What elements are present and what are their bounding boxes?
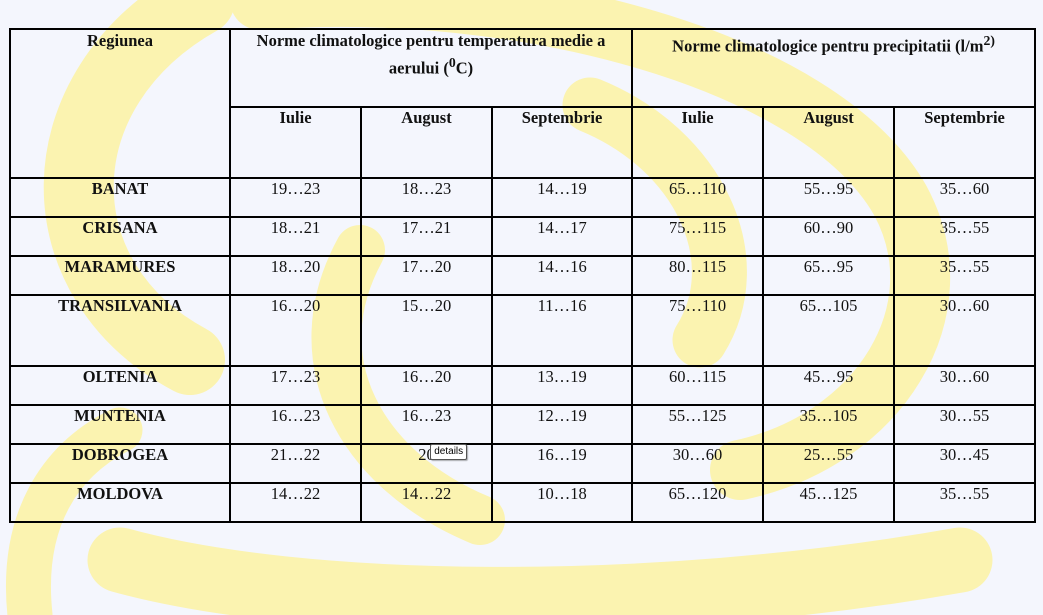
table-cell: 18…23 [360, 177, 493, 218]
table-cell: 25…55 [762, 443, 896, 484]
table-row: CRISANA 18…21 17…21 14…17 75…115 60…90 3… [9, 216, 1037, 257]
table-cell: 65…120 [631, 482, 765, 523]
table-cell: 19…23 [229, 177, 362, 218]
table-cell: 35…105 [762, 404, 896, 445]
table-header-row: Regiunea Norme climatologice pentru temp… [9, 28, 1037, 179]
climate-norms-table: Regiunea Norme climatologice pentru temp… [9, 28, 1037, 523]
region-name: MUNTENIA [9, 404, 231, 445]
table-cell: 75…110 [631, 294, 765, 367]
region-name: MOLDOVA [9, 482, 231, 523]
prec-superscript: 2) [983, 33, 995, 48]
table-row: BANAT 19…23 18…23 14…19 65…110 55…95 35…… [9, 177, 1037, 218]
table-cell: 65…95 [762, 255, 896, 296]
table-cell: 60…115 [631, 365, 765, 406]
table-cell: 11…16 [490, 294, 634, 367]
table-cell: 14…17 [490, 216, 634, 257]
table-cell: 16…19 [490, 443, 634, 484]
header-month: August [360, 106, 493, 179]
table-cell: 16…23 [229, 404, 362, 445]
table-cell: 14…22 [229, 482, 362, 523]
table-cell: 55…95 [762, 177, 896, 218]
table-cell: 65…110 [631, 177, 765, 218]
table-cell: 10…18 [490, 482, 634, 523]
details-tooltip[interactable]: details [430, 444, 468, 460]
table-cell: 30…45 [893, 443, 1037, 484]
region-name: DOBROGEA [9, 443, 231, 484]
table-cell: 75…115 [631, 216, 765, 257]
table-cell: 30…60 [893, 294, 1037, 367]
table-cell: 30…55 [893, 404, 1037, 445]
table-cell: 35…60 [893, 177, 1037, 218]
region-name: OLTENIA [9, 365, 231, 406]
table-cell: 17…20 [360, 255, 493, 296]
table-cell: 14…22 [360, 482, 493, 523]
table-cell: 13…19 [490, 365, 634, 406]
table-cell: 60…90 [762, 216, 896, 257]
header-month: Iulie [631, 106, 765, 179]
table-cell: 35…55 [893, 482, 1037, 523]
region-name: TRANSILVANIA [9, 294, 231, 367]
region-name: MARAMURES [9, 255, 231, 296]
table-cell: 21…22 [229, 443, 362, 484]
table-row: MARAMURES 18…20 17…20 14…16 80…115 65…95… [9, 255, 1037, 296]
table-cell: 16…23 [360, 404, 493, 445]
temp-superscript: 0 [448, 55, 456, 70]
header-month: Septembrie [490, 106, 634, 179]
table-row: DOBROGEA 21…22 20 details 16…19 30…60 25…… [9, 443, 1037, 484]
table-cell: 45…125 [762, 482, 896, 523]
header-month: Septembrie [893, 106, 1037, 179]
table-row: MOLDOVA 14…22 14…22 10…18 65…120 45…125 … [9, 482, 1037, 523]
header-month: Iulie [229, 106, 362, 179]
table-subheader-row: Iulie August Septembrie Iulie August Sep… [10, 106, 1037, 179]
region-name: CRISANA [9, 216, 231, 257]
table-cell: 16…20 [229, 294, 362, 367]
table-cell: 17…23 [229, 365, 362, 406]
cell-with-tooltip: 20 details [418, 444, 468, 465]
header-month: August [762, 106, 896, 179]
header-region: Regiunea [9, 28, 231, 179]
table-row: MUNTENIA 16…23 16…23 12…19 55…125 35…105… [9, 404, 1037, 445]
table-cell: 18…21 [229, 216, 362, 257]
table-cell: 16…20 [360, 365, 493, 406]
table-cell: 18…20 [229, 255, 362, 296]
table-cell: 35…55 [893, 216, 1037, 257]
table-row: TRANSILVANIA 16…20 15…20 11…16 75…110 65… [9, 294, 1037, 367]
table-row: OLTENIA 17…23 16…20 13…19 60…115 45…95 3… [9, 365, 1037, 406]
table-cell: 30…60 [893, 365, 1037, 406]
table-cell: 30…60 [631, 443, 765, 484]
table-cell: 12…19 [490, 404, 634, 445]
header-temperature-group: Norme climatologice pentru temperatura m… [228, 28, 634, 108]
table-cell: 20 details [360, 443, 493, 484]
table-cell: 35…55 [893, 255, 1037, 296]
table-cell: 15…20 [360, 294, 493, 367]
table-cell: 45…95 [762, 365, 896, 406]
table-cell: 55…125 [631, 404, 765, 445]
region-name: BANAT [9, 177, 231, 218]
table-cell: 14…19 [490, 177, 634, 218]
table-cell: 17…21 [360, 216, 493, 257]
table-cell: 14…16 [490, 255, 634, 296]
table-cell: 65…105 [762, 294, 896, 367]
header-precipitation-group: Norme climatologice pentru precipitatii … [631, 28, 1037, 108]
table-cell: 80…115 [631, 255, 765, 296]
